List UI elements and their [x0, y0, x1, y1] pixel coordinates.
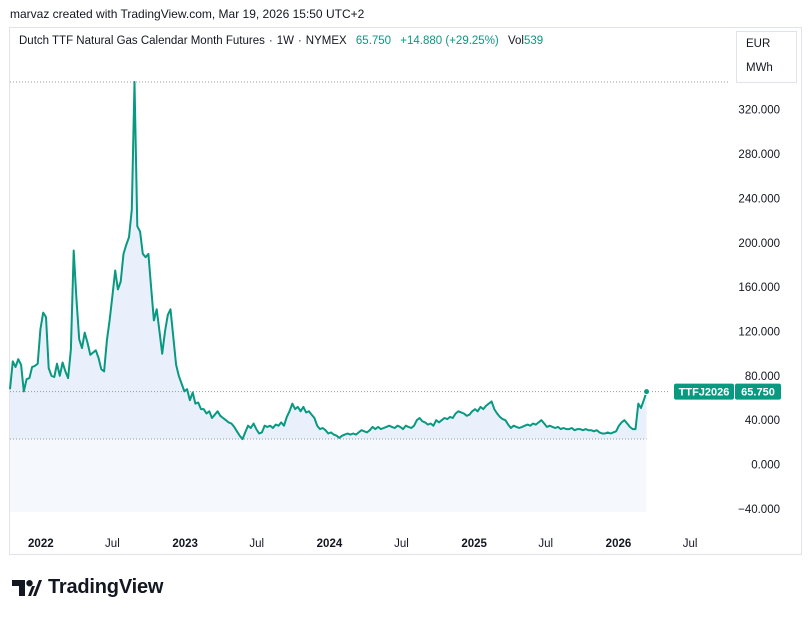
exchange: NYMEX	[305, 35, 347, 47]
x-tick-label: Jul	[105, 538, 120, 550]
y-axis: 320.000 280.000 240.000 200.000 160.000 120.0…	[738, 105, 780, 516]
currency-unit-selector[interactable]: EUR MWh	[736, 31, 797, 83]
x-axis: 2022 Jul 2023 Jul 2024 Jul 2025 Jul 2026 Jul	[28, 538, 697, 550]
symbol-tag-box	[674, 383, 734, 400]
y-tick-label: 120.000	[738, 326, 780, 338]
y-tick-label: 0.000	[751, 460, 780, 472]
price-tag-layer: TTFJ2026 65.750	[674, 383, 781, 400]
x-tick-label: 2024	[317, 538, 343, 550]
volume-label: Vol	[507, 35, 524, 47]
interval[interactable]: 1W	[276, 35, 294, 47]
instrument-name[interactable]: Dutch TTF Natural Gas Calendar Month Fut…	[19, 35, 265, 47]
x-tick-label: 2023	[172, 538, 198, 550]
symbol-tag-label: TTFJ2026	[679, 387, 730, 399]
x-tick-label: Jul	[683, 538, 698, 550]
y-tick-label: 280.000	[738, 149, 780, 161]
y-tick-label: −40.000	[738, 504, 780, 516]
last-point-marker	[643, 388, 651, 396]
x-tick-label: Jul	[394, 538, 409, 550]
price-change: +14.880 (+29.25%)	[400, 35, 499, 47]
tradingview-logo[interactable]: TradingView	[12, 576, 163, 599]
price-tag-value: 65.750	[741, 387, 775, 399]
y-tick-label: 320.000	[738, 105, 780, 117]
tradingview-logo-icon	[12, 579, 42, 596]
price-line	[9, 81, 648, 441]
y-tick-label: 240.000	[738, 193, 780, 205]
price-tag-box	[735, 383, 781, 400]
x-tick-label: 2022	[28, 538, 54, 550]
x-tick-label: 2026	[606, 538, 632, 550]
unit-label: MWh	[746, 62, 773, 74]
y-tick-label: 80.000	[745, 371, 780, 383]
y-tick-label: 160.000	[738, 282, 780, 294]
x-tick-label: 2025	[461, 538, 487, 550]
x-tick-label: Jul	[249, 538, 264, 550]
area-fill	[10, 82, 647, 440]
y-tick-label: 200.000	[738, 238, 780, 250]
x-tick-label: Jul	[538, 538, 553, 550]
last-price: 65.750	[355, 35, 392, 47]
symbol-legend: Dutch TTF Natural Gas Calendar Month Fut…	[19, 35, 544, 47]
line-layer	[9, 81, 651, 441]
y-tick-label: 40.000	[745, 415, 780, 427]
volume-value: 539	[523, 35, 544, 47]
area-fill-lower	[10, 439, 647, 512]
area-fill-layer	[10, 81, 728, 512]
brand-name: TradingView	[48, 576, 164, 598]
chart-credit: marvaz created with TradingView.com, Mar…	[10, 7, 365, 21]
currency-label: EUR	[746, 38, 771, 50]
